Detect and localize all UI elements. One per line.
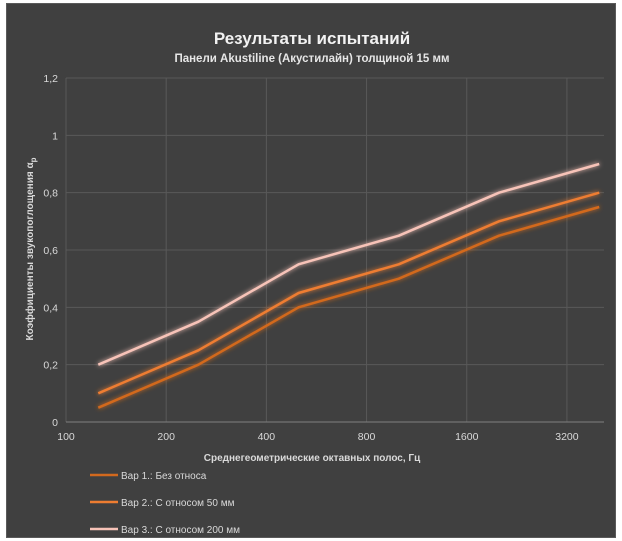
x-axis-ticks: 100 200 400 800 1600 3200 — [57, 431, 579, 443]
legend-label-2: Вар 2.: С относом 50 мм — [121, 498, 235, 509]
series-line-3 — [97, 162, 600, 366]
y-tick-label: 1,2 — [43, 73, 58, 85]
y-tick-label: 0,2 — [43, 360, 58, 372]
y-tick-label: 0,4 — [43, 302, 58, 314]
x-tick-label: 3200 — [555, 431, 579, 443]
gridlines — [65, 77, 604, 423]
y-tick-label: 1 — [52, 130, 58, 142]
x-axis-label: Среднегеометрические октавных полос, Гц — [204, 453, 421, 464]
y-axis-label-main: Коэффициенты звукопоглощения α — [24, 162, 36, 341]
x-tick-label: 800 — [358, 431, 376, 443]
legend: Вар 1.: Без относа Вар 2.: С относом 50 м… — [90, 471, 240, 536]
y-tick-label: 0,8 — [43, 188, 58, 200]
y-tick-label: 0,6 — [43, 245, 58, 257]
y-axis-label-sub: p — [29, 157, 38, 162]
x-tick-label: 1600 — [455, 431, 479, 443]
series-line-1 — [97, 205, 600, 409]
chart-frame: Результаты испытаний Панели Akustiline (… — [6, 3, 616, 538]
series-lines — [97, 162, 600, 409]
y-tick-label: 0 — [52, 417, 58, 429]
series-line-2 — [97, 191, 600, 395]
x-tick-label: 100 — [57, 431, 75, 443]
y-axis-label: Коэффициенты звукопоглощения αp — [24, 157, 38, 340]
legend-label-3: Вар 3.: С относом 200 мм — [121, 525, 240, 536]
x-tick-label: 400 — [258, 431, 276, 443]
y-axis-ticks: 0 0,2 0,4 0,6 0,8 1 1,2 — [43, 73, 58, 429]
chart-subtitle: Панели Akustiline (Акустилайн) толщиной … — [174, 53, 449, 65]
chart-canvas: Результаты испытаний Панели Akustiline (… — [24, 29, 604, 536]
x-tick-label: 200 — [157, 431, 175, 443]
legend-label-1: Вар 1.: Без относа — [121, 471, 207, 482]
chart-title: Результаты испытаний — [214, 29, 410, 48]
